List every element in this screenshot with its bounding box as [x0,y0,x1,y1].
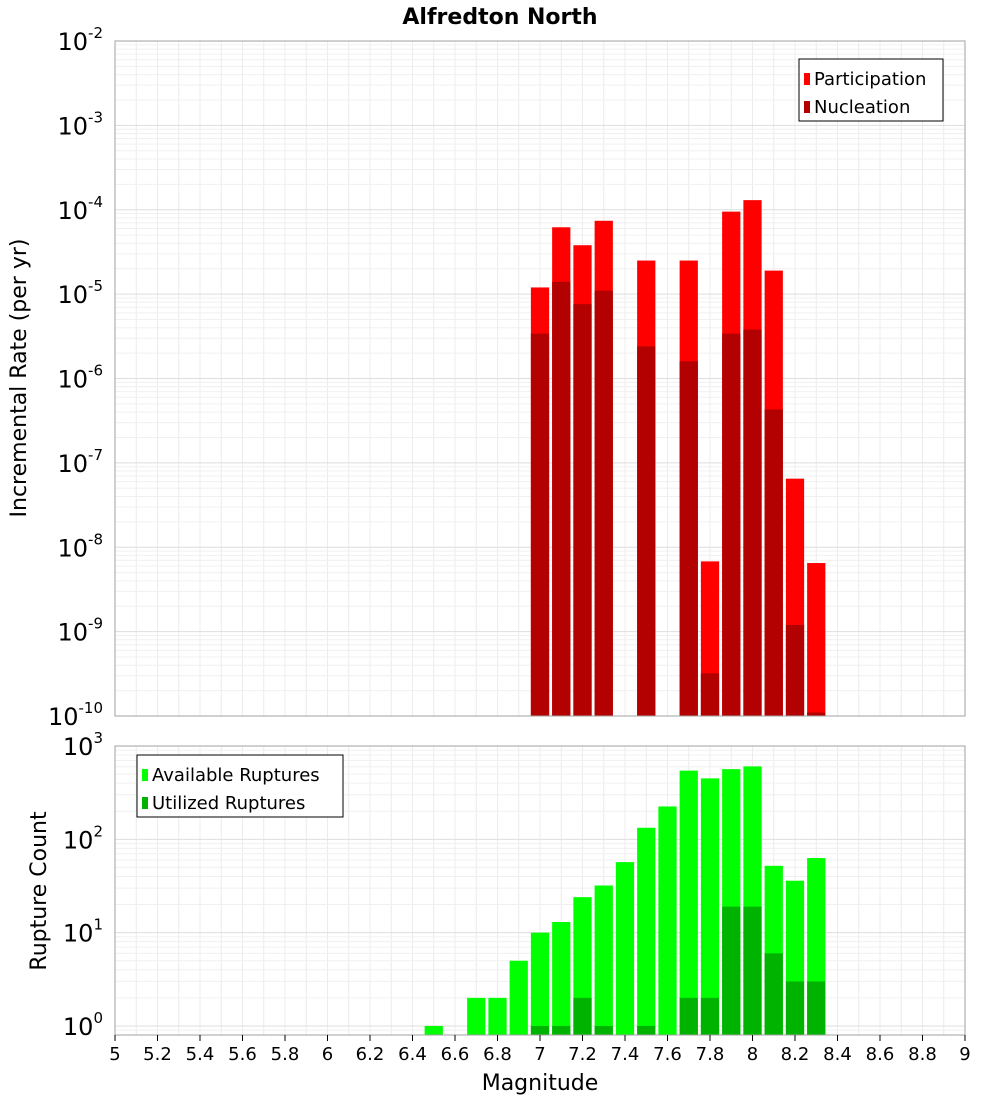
bar-nucleation [785,624,805,716]
bar-nucleation [637,346,656,716]
legend-swatch [804,101,810,113]
y-tick-label: 10-7 [57,446,103,478]
y-tick-label: 100 [63,1009,103,1041]
x-tick-label: 6.2 [356,1044,385,1065]
bar-participation [807,563,826,716]
x-tick-label: 8.8 [908,1044,937,1065]
y-tick-label: 102 [63,822,103,854]
bar-available-ruptures [424,1025,443,1035]
bar-available-ruptures [658,806,677,1035]
top-bars [530,200,826,717]
bar-available-ruptures [552,922,571,1035]
y-tick-label: 10-9 [57,615,103,647]
x-tick-label: 7 [534,1044,545,1065]
y-tick-label: 10-4 [57,193,103,225]
bar-nucleation [530,333,550,716]
bar-available-ruptures [637,827,656,1035]
legend-entry: Nucleation [814,97,910,118]
bar-nucleation [594,290,613,716]
legend-box [798,58,944,122]
x-tick-label: 5.8 [271,1044,300,1065]
bar-nucleation [764,409,783,716]
bottom-bars [424,766,826,1035]
bar-nucleation [743,329,762,716]
bar-utilized-ruptures [807,981,826,1035]
x-tick-label: 7.6 [653,1044,682,1065]
x-tick-label: 7.4 [611,1044,640,1065]
x-tick-label: 7.2 [568,1044,597,1065]
bottom-y-axis-label: Rupture Count [27,811,52,971]
bar-nucleation [722,333,741,716]
x-tick-label: 6 [322,1044,333,1065]
x-tick-label: 8 [747,1044,758,1065]
top-y-axis-label: Incremental Rate (per yr) [7,239,32,518]
legend-entry: Available Ruptures [152,765,320,786]
x-tick-label: 7.8 [696,1044,725,1065]
legend-entry: Utilized Ruptures [152,793,305,814]
x-tick-label: 8.6 [866,1044,895,1065]
chart-title: Alfredton North [402,5,597,30]
bar-utilized-ruptures [573,997,592,1035]
bar-available-ruptures [488,997,507,1035]
legend-swatch [142,797,148,809]
y-tick-label: 10-5 [57,277,103,309]
x-tick-label: 5.4 [186,1044,215,1065]
x-tick-label: 8.2 [781,1044,810,1065]
bar-utilized-ruptures [743,906,762,1035]
legend-entry: Participation [814,69,926,90]
legend-swatch [804,73,810,85]
bar-available-ruptures [594,885,613,1035]
bar-utilized-ruptures [764,953,783,1035]
bar-nucleation [807,712,826,716]
bar-utilized-ruptures [552,1025,571,1035]
y-tick-label: 10-8 [57,530,103,562]
bar-nucleation [679,361,698,716]
top-legend: Participation Nucleation [798,58,944,122]
bar-utilized-ruptures [722,906,741,1035]
bar-available-ruptures [700,778,720,1035]
x-tick-label: 9 [959,1044,970,1065]
y-tick-label: 10-3 [57,108,103,140]
y-tick-label: 103 [63,729,103,761]
y-tick-label: 10-6 [57,362,103,394]
bottom-panel: 103 102 101 100 5 5.2 5.4 5.6 5.8 6 6.2 6.4 6.6 6.8 7… [27,729,971,1096]
x-tick-label: 6.4 [398,1044,427,1065]
bar-utilized-ruptures [637,1025,656,1035]
bar-available-ruptures [467,997,486,1035]
legend-box [136,754,344,818]
top-y-ticks: 10-2 10-3 10-4 10-5 10-6 10-7 10-8 10-9 10-10 [48,24,103,731]
bar-nucleation [700,673,720,716]
bottom-y-ticks: 103 102 101 100 [63,729,103,1041]
bar-available-ruptures [530,932,550,1035]
bar-available-ruptures [615,862,635,1035]
y-tick-label: 10-2 [57,24,103,56]
x-tick-label: 5 [109,1044,120,1065]
x-tick-label: 6.6 [441,1044,470,1065]
x-tick-label: 8.4 [823,1044,852,1065]
top-panel: 10-2 10-3 10-4 10-5 10-6 10-7 10-8 10-9 10-10 In… [7,24,966,731]
y-tick-label: 10-10 [48,699,103,731]
bar-available-ruptures [679,770,698,1035]
y-tick-label: 101 [63,916,103,948]
bar-nucleation [573,304,592,716]
bar-utilized-ruptures [530,1025,550,1035]
bottom-legend: Available Ruptures Utilized Ruptures [136,754,344,818]
bar-nucleation [552,281,571,716]
legend-swatch [142,769,148,781]
x-tick-label: 5.6 [228,1044,257,1065]
bar-utilized-ruptures [785,981,805,1035]
x-ticks: 5 5.2 5.4 5.6 5.8 6 6.2 6.4 6.6 6.8 7 7.2 7.4 7.6 7.8 8… [109,1035,971,1065]
bar-utilized-ruptures [700,997,720,1035]
bar-utilized-ruptures [679,997,698,1035]
bar-available-ruptures [509,960,528,1035]
x-axis-label: Magnitude [482,1071,599,1096]
bar-utilized-ruptures [594,1025,613,1035]
x-tick-label: 6.8 [483,1044,512,1065]
top-plot-frame [114,40,966,717]
x-tick-label: 5.2 [143,1044,172,1065]
